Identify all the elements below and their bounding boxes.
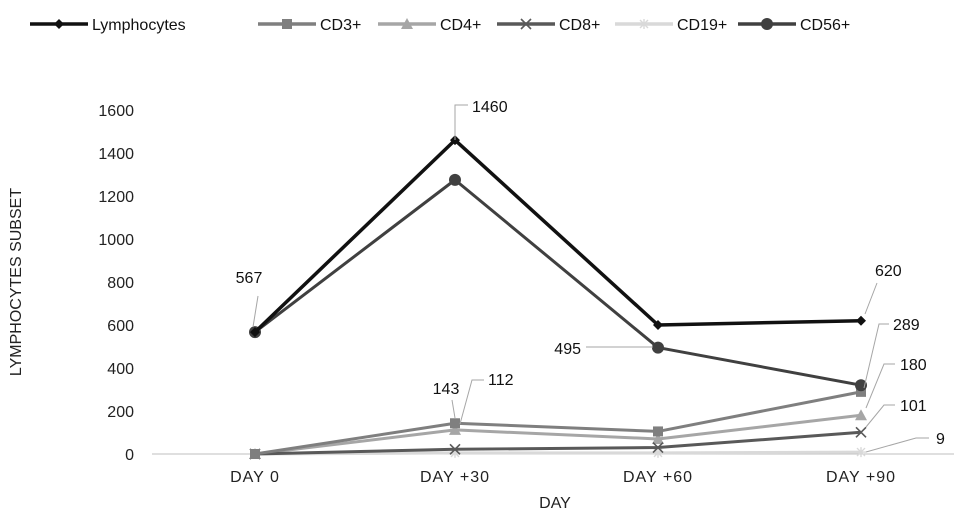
legend-label: CD19+: [677, 17, 727, 34]
legend-item-lymphocytes: Lymphocytes: [30, 17, 186, 34]
data-label: 180: [865, 357, 927, 409]
data-point-cd19: [450, 447, 460, 458]
y-tick-label: 600: [107, 318, 134, 335]
x-axis: DAY 0 DAY +30 DAY +60 DAY +90: [152, 453, 954, 486]
data-label: 495: [554, 341, 653, 358]
data-label-text: 101: [900, 398, 927, 415]
leader-line: [865, 437, 929, 453]
y-tick-label: 1600: [98, 103, 134, 120]
y-tick-label: 0: [125, 447, 134, 464]
series-layer: [249, 135, 867, 460]
data-point-cd56: [449, 173, 461, 186]
legend-item-cd4: CD4+: [378, 17, 481, 34]
y-tick-label: 1400: [98, 146, 134, 163]
series-line-cd8: [254, 430, 862, 456]
data-label-text: 289: [893, 317, 920, 334]
data-label: 289: [863, 317, 920, 389]
data-label-text: 495: [554, 341, 581, 358]
series-cd3: [250, 386, 866, 459]
y-tick-label: 800: [107, 275, 134, 292]
leader-line: [865, 404, 895, 428]
y-tick-label: 1000: [98, 232, 134, 249]
data-point-cd56: [652, 341, 664, 354]
legend-marker: [401, 18, 413, 29]
series-line-cd4: [254, 413, 862, 456]
data-label-text: 620: [875, 263, 902, 280]
legend-label: CD4+: [440, 17, 481, 34]
data-label: 101: [865, 398, 927, 428]
legend-marker: [282, 19, 292, 29]
data-point-lymphocytes: [250, 327, 260, 338]
y-tick-label: 1200: [98, 189, 134, 206]
leader-line: [252, 295, 259, 328]
leader-line: [454, 104, 468, 140]
legend-marker: [520, 18, 532, 30]
legend-item-cd3: CD3+: [258, 17, 361, 34]
series-line-cd19: [254, 450, 862, 456]
leader-line: [863, 323, 889, 389]
leader-line: [451, 399, 456, 419]
legend-label: CD8+: [559, 17, 600, 34]
leader-line: [864, 282, 878, 315]
data-label: 112: [459, 372, 514, 425]
x-tick-label: DAY 0: [230, 469, 280, 486]
data-point-lymphocytes: [856, 315, 866, 326]
leader-line: [459, 379, 484, 425]
leader-line: [865, 363, 895, 409]
data-point-cd3: [856, 386, 866, 397]
y-axis-ticks: 0 200 400 600 800 1000 1200 1400 1600: [98, 103, 134, 464]
data-label: 9: [865, 431, 945, 453]
data-point-cd3: [250, 449, 260, 459]
data-labels: 567 1460 143 112 495 620 289 180 101 9: [236, 99, 945, 453]
x-tick-label: DAY +30: [420, 469, 490, 486]
data-point-cd56: [855, 379, 867, 392]
legend: Lymphocytes CD3+ CD4+ CD8+ CD19+ CD56+: [30, 17, 850, 34]
series-cd56: [249, 173, 867, 392]
x-tick-label: DAY +60: [623, 469, 693, 486]
data-label: 567: [236, 270, 263, 328]
y-tick-label: 400: [107, 361, 134, 378]
data-label-text: 567: [236, 270, 263, 287]
data-label-text: 9: [936, 431, 945, 448]
data-point-cd8: [855, 426, 867, 438]
data-label: 620: [864, 263, 902, 315]
legend-marker: [761, 18, 773, 30]
data-point-lymphocytes: [653, 320, 663, 330]
legend-marker: [54, 19, 64, 29]
legend-item-cd8: CD8+: [497, 17, 600, 34]
data-point-cd19: [856, 447, 866, 458]
data-point-cd8: [652, 441, 664, 454]
x-axis-title: DAY: [539, 495, 571, 512]
legend-label: CD3+: [320, 17, 361, 34]
data-point-cd8: [449, 443, 461, 455]
data-point-cd3: [653, 426, 663, 437]
data-label: 143: [433, 381, 460, 419]
data-point-cd4: [449, 423, 461, 435]
data-label: 1460: [454, 99, 508, 140]
data-label-text: 1460: [472, 99, 508, 116]
series-line-lymphocytes: [253, 138, 862, 334]
data-point-cd3: [450, 418, 460, 429]
legend-label: Lymphocytes: [92, 17, 186, 34]
y-tick-label: 200: [107, 404, 134, 421]
data-point-lymphocytes: [450, 135, 460, 146]
legend-item-cd56: CD56+: [738, 17, 850, 34]
data-point-cd4: [652, 432, 664, 444]
data-point-cd4: [855, 409, 867, 421]
legend-label: CD56+: [800, 17, 850, 34]
series-lymphocytes: [250, 135, 866, 338]
data-label-text: 180: [900, 357, 927, 374]
series-line-cd3: [254, 390, 862, 456]
series-line-cd56: [254, 178, 862, 387]
x-tick-label: DAY +90: [826, 469, 896, 486]
y-axis-title: LYMPHOCYTES SUBSET: [8, 188, 25, 376]
data-label-text: 112: [488, 372, 514, 389]
data-label-text: 143: [433, 381, 460, 398]
legend-item-cd19: CD19+: [615, 17, 727, 34]
legend-marker: [639, 19, 649, 29]
data-point-cd19: [653, 447, 663, 458]
